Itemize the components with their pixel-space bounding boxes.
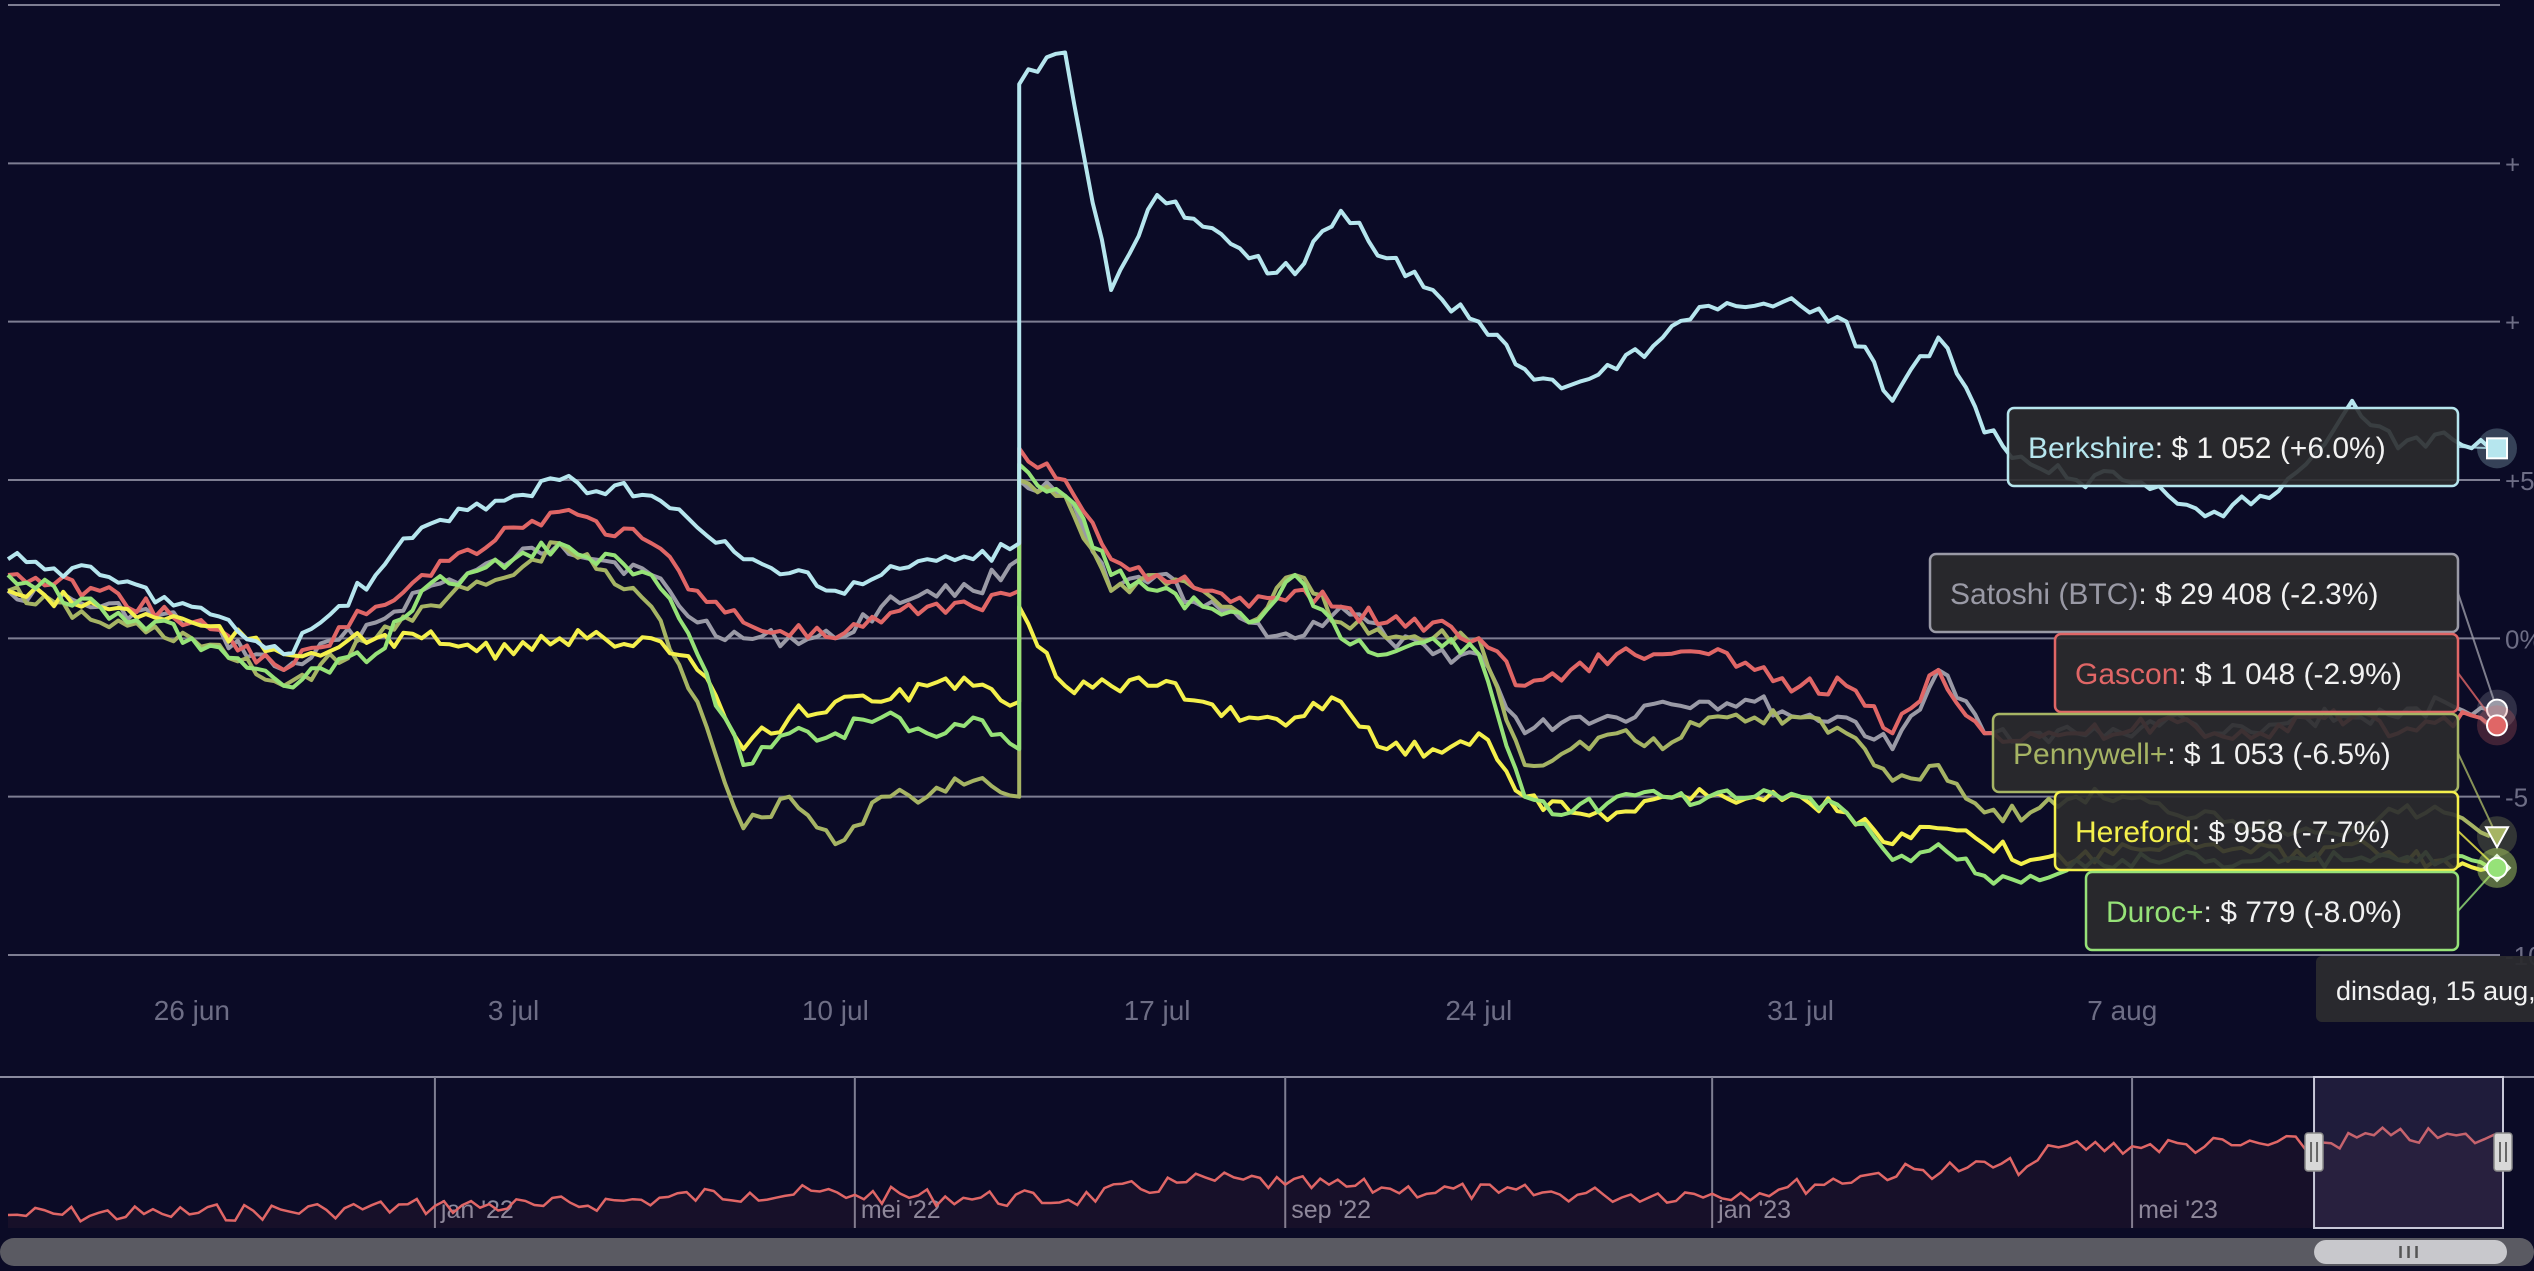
tooltip-series-name: Duroc+ [2106,896,2204,929]
navigator-tick-label: mei '22 [861,1196,941,1224]
marker-gascon[interactable] [2486,714,2508,737]
tooltip-series-name: Hereford [2075,816,2192,849]
tooltip-box-satoshi-btc [1928,552,2460,634]
tooltip-series-name: Berkshire [2028,432,2155,465]
tooltip-text-duroc: Duroc+: $ 779 (-8.0%) [2106,896,2402,929]
marker-pennywell[interactable] [2484,826,2510,850]
tooltip-box-duroc [2084,870,2460,952]
tooltip-box-gascon [2053,632,2460,714]
scrollbar-thumb[interactable] [2314,1240,2507,1264]
crosshair-label-box [2316,956,2534,1022]
tooltip-connector-pennywell [2457,752,2498,837]
tooltip-connector-satoshi-btc [2457,592,2498,710]
tooltip-text-berkshire: Berkshire: $ 1 052 (+6.0%) [2028,432,2386,465]
tooltip-text-pennywell: Pennywell+: $ 1 053 (-6.5%) [2013,738,2391,771]
x-axis-tick-label: 17 jul [1124,995,1191,1026]
tooltip-series-value: : $ 1 053 (-6.5%) [2167,738,2390,771]
x-axis-tick-label: 26 jun [154,995,230,1026]
navigator-selected-window[interactable] [2313,1076,2504,1229]
series-tooltips: Berkshire: $ 1 052 (+6.0%) Satoshi (BTC):… [1928,406,2460,952]
tooltip-series-value: : $ 1 052 (+6.0%) [2155,432,2386,465]
x-axis-tick-label: 7 aug [2087,995,2157,1026]
marker-duroc[interactable] [2486,856,2508,879]
tooltip-connectors [2457,446,2498,912]
tooltip-series-value: : $ 1 048 (-2.9%) [2178,658,2401,691]
tooltip-series-value: : $ 958 (-7.7%) [2192,816,2390,849]
navigator-right-handle[interactable] [2493,1132,2513,1172]
tooltip-box-hereford [2053,790,2460,872]
handle-grip [2493,1132,2513,1172]
navigator-tick-label: mei '23 [2138,1196,2218,1224]
handle-grip [2304,1132,2324,1172]
y-axis-tick-label: 0% [2505,624,2534,654]
marker-berkshire[interactable] [2486,437,2508,460]
tooltip-text-satoshi-btc: Satoshi (BTC): $ 29 408 (-2.3%) [1950,578,2379,611]
tooltip-text-hereford: Hereford: $ 958 (-7.7%) [2075,816,2390,849]
tooltip-series-value: : $ 779 (-8.0%) [2204,896,2402,929]
series-end-markers[interactable] [2477,428,2517,888]
navigator-tick-label: sep '22 [1291,1196,1371,1224]
navigator-line [7,1126,2504,1223]
tooltip-series-name: Gascon [2075,658,2178,691]
navigator-left-handle[interactable] [2304,1132,2324,1172]
x-axis-labels: 26 jun 3 jul 10 jul 17 jul 24 jul 31 jul 7 aug [154,995,2158,1026]
scrollbar[interactable] [0,1238,2534,1266]
range-navigator[interactable]: jan '22 mei '22 sep '22 jan '23 mei '23 [0,1076,2534,1229]
y-axis-tick-label: -5 [2505,783,2528,813]
tooltip-series-name: Satoshi (BTC) [1950,578,2138,611]
x-axis-tick-label: 31 jul [1767,995,1834,1026]
tooltip-text-gascon: Gascon: $ 1 048 (-2.9%) [2075,658,2402,691]
y-axis-labels: +++50%-5-10 [2505,149,2534,971]
tooltip-box-berkshire [2006,406,2460,488]
x-axis-tick-label: 24 jul [1445,995,1512,1026]
y-axis-tick-label: + [2505,149,2520,179]
crosshair-date-label: dinsdag, 15 aug, 2 [2316,956,2534,1022]
x-axis-tick-label: 3 jul [488,995,539,1026]
crosshair-date-text: dinsdag, 15 aug, 2 [2336,976,2534,1006]
tooltip-series-value: : $ 29 408 (-2.3%) [2138,578,2378,611]
y-axis-tick-label: +5 [2505,466,2534,496]
x-axis-tick-label: 10 jul [802,995,869,1026]
tooltip-series-name: Pennywell+ [2013,738,2167,771]
scrollbar-track[interactable] [0,1238,2534,1266]
y-axis-tick-label: + [2505,308,2520,338]
